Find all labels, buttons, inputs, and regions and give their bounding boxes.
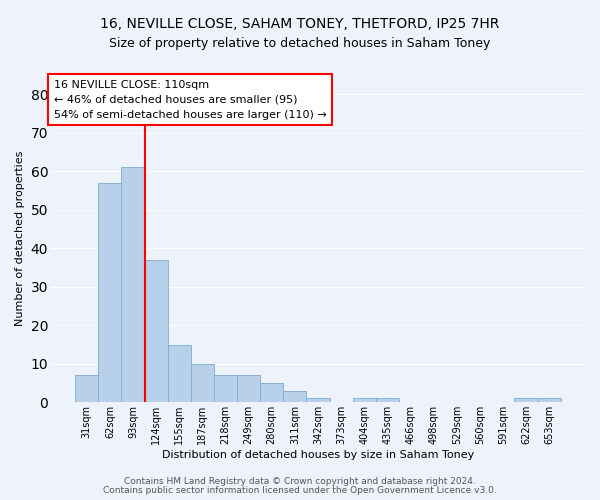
Text: 16, NEVILLE CLOSE, SAHAM TONEY, THETFORD, IP25 7HR: 16, NEVILLE CLOSE, SAHAM TONEY, THETFORD… [100, 18, 500, 32]
Bar [514, 398, 538, 402]
Bar [98, 183, 121, 402]
Bar [214, 376, 237, 402]
Bar [121, 168, 145, 402]
Text: Size of property relative to detached houses in Saham Toney: Size of property relative to detached ho… [109, 38, 491, 51]
Bar [353, 398, 376, 402]
Bar [376, 398, 399, 402]
X-axis label: Distribution of detached houses by size in Saham Toney: Distribution of detached houses by size … [162, 450, 474, 460]
Text: Contains public sector information licensed under the Open Government Licence v3: Contains public sector information licen… [103, 486, 497, 495]
Bar [237, 376, 260, 402]
Bar [191, 364, 214, 403]
Bar [168, 344, 191, 403]
Text: Contains HM Land Registry data © Crown copyright and database right 2024.: Contains HM Land Registry data © Crown c… [124, 477, 476, 486]
Bar [307, 398, 329, 402]
Text: 16 NEVILLE CLOSE: 110sqm
← 46% of detached houses are smaller (95)
54% of semi-d: 16 NEVILLE CLOSE: 110sqm ← 46% of detach… [53, 80, 326, 120]
Bar [283, 390, 307, 402]
Bar [145, 260, 168, 402]
Y-axis label: Number of detached properties: Number of detached properties [15, 151, 25, 326]
Bar [75, 376, 98, 402]
Bar [538, 398, 561, 402]
Bar [260, 383, 283, 402]
